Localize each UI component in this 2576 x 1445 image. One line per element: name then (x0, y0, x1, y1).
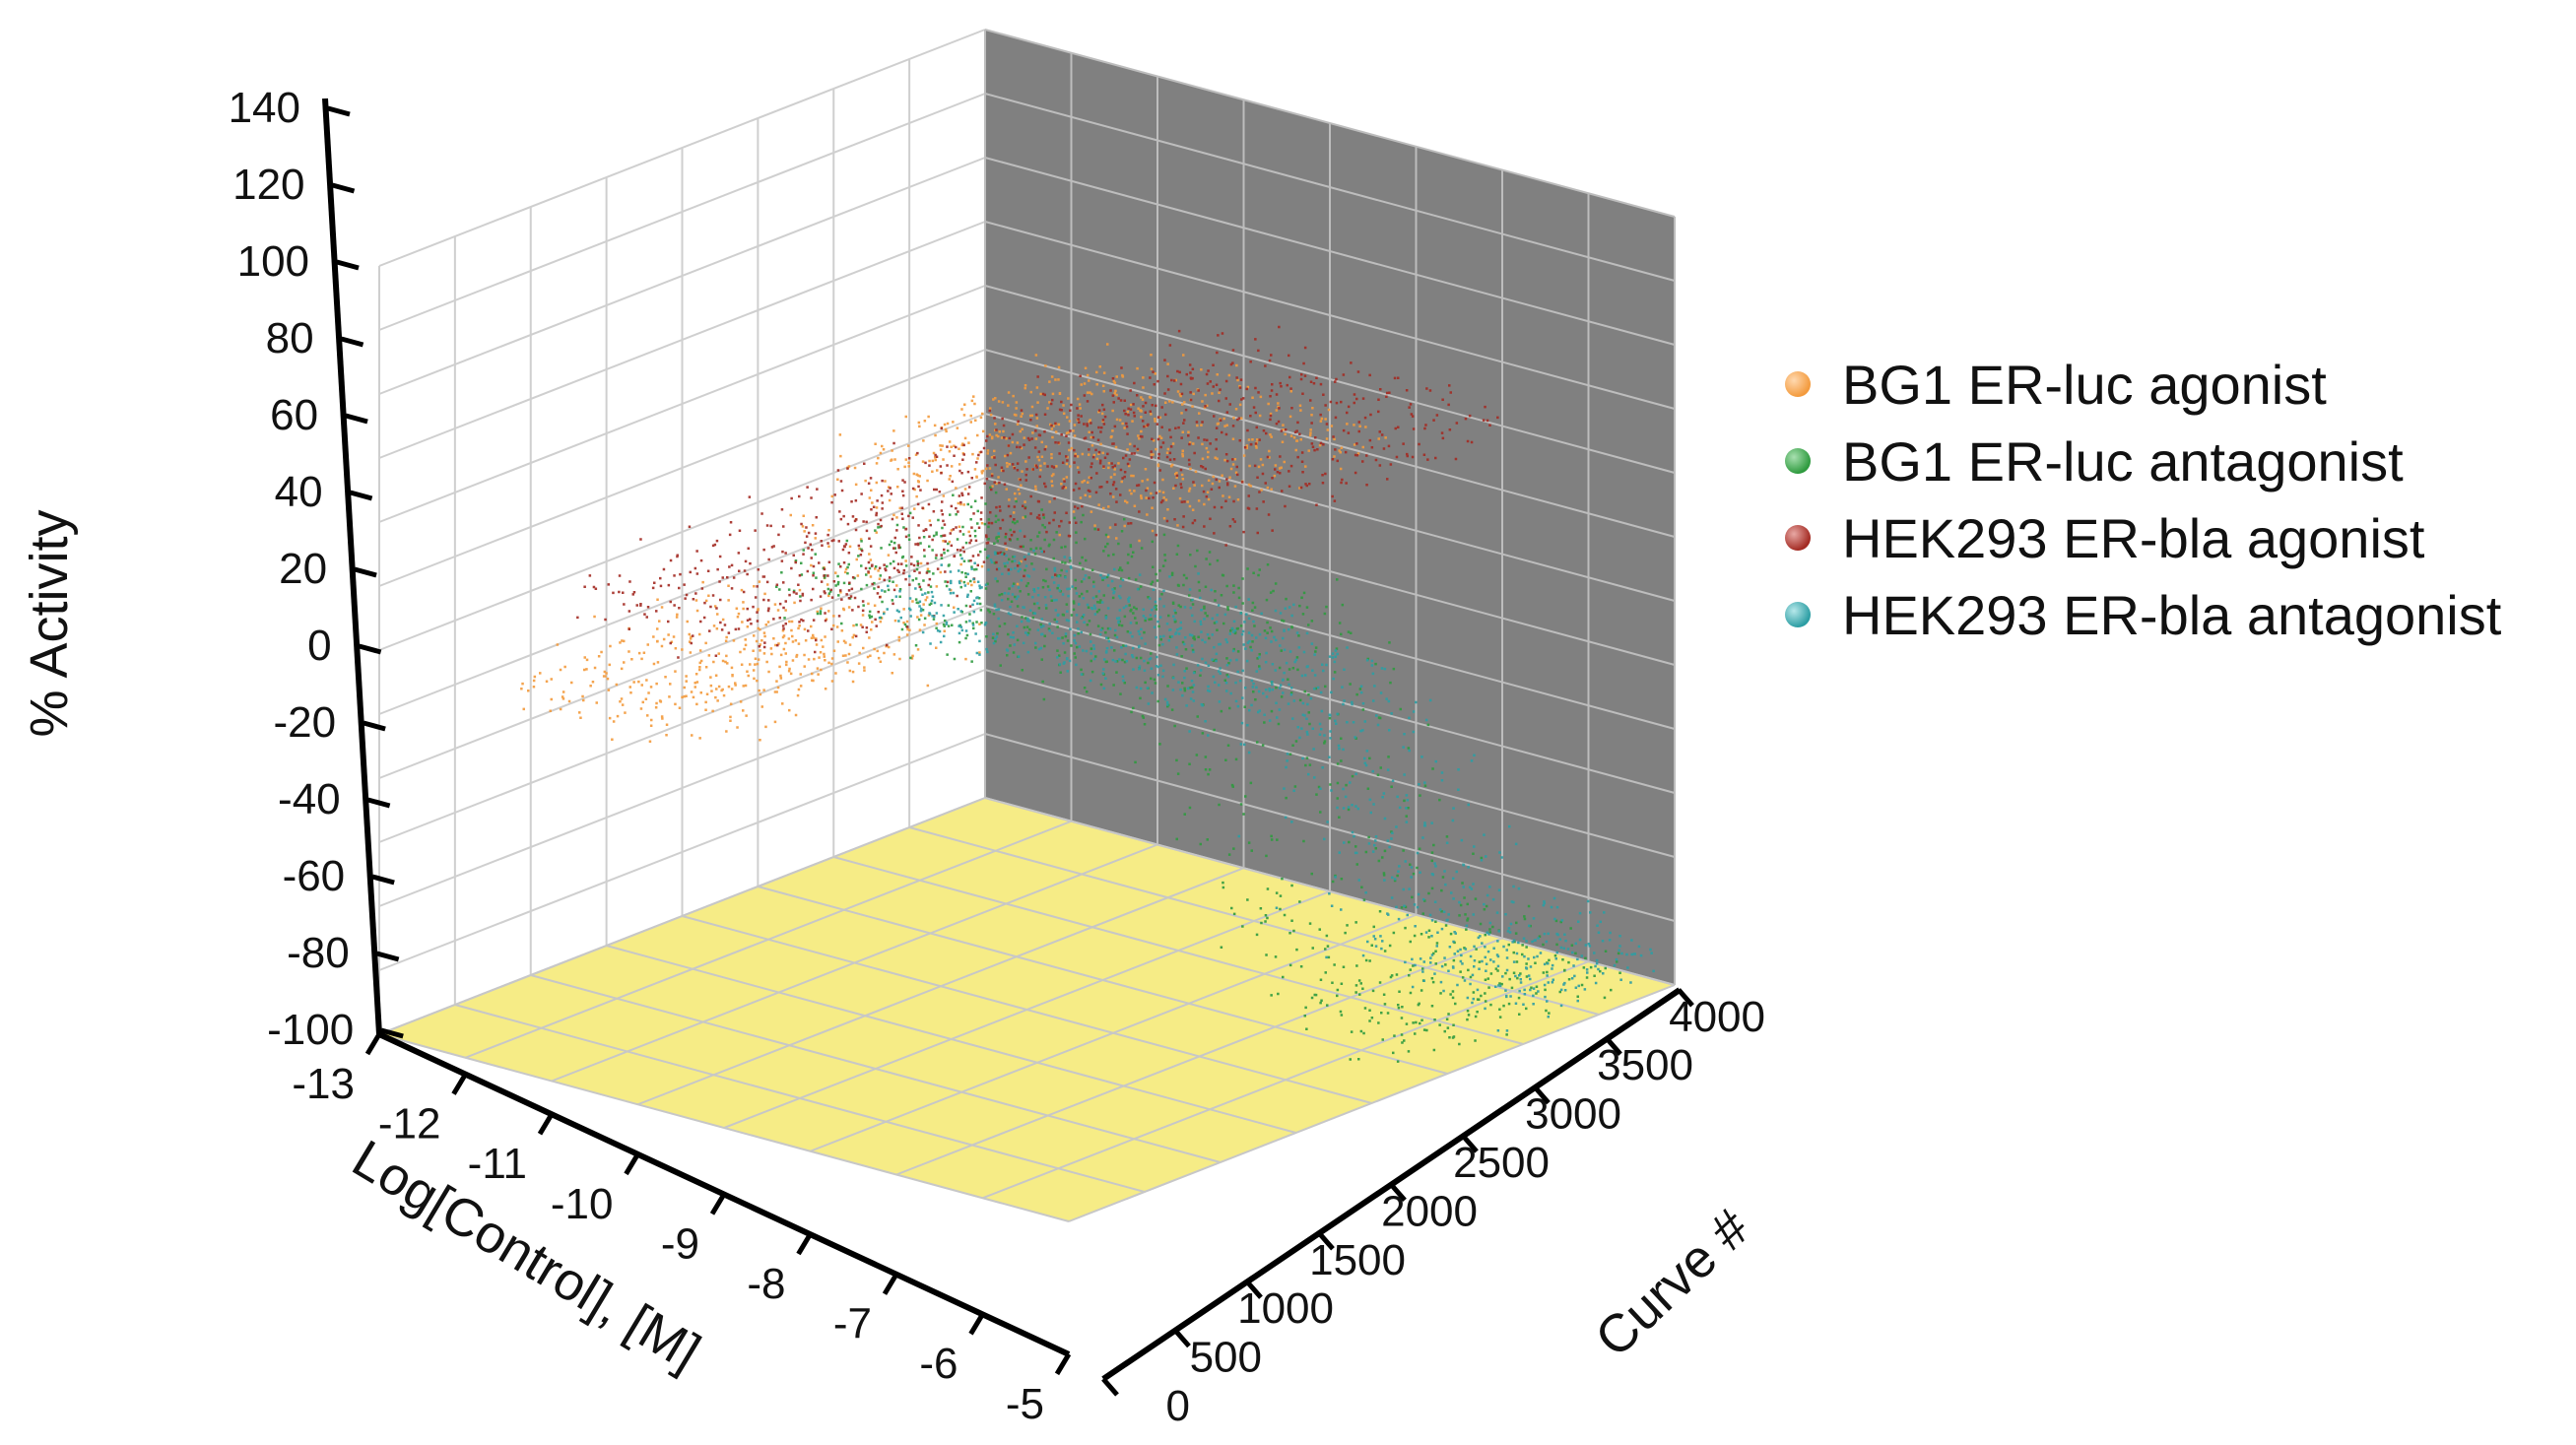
x-tick-mark (1054, 1352, 1072, 1376)
y-tick-mark (1461, 1134, 1479, 1153)
x-tick-label: -10 (551, 1180, 614, 1228)
x-tick-mark (537, 1112, 555, 1136)
z-tick-label: 20 (279, 545, 327, 593)
x-tick-label: -9 (661, 1219, 699, 1268)
gridline (378, 797, 986, 1035)
z-tick-label: 40 (275, 468, 323, 516)
z-tick-mark (336, 259, 360, 271)
x-tick-mark (451, 1073, 468, 1095)
x-tick-mark (364, 1032, 382, 1056)
gridline (982, 960, 1589, 1200)
gridline (895, 937, 1503, 1176)
legend-marker (1785, 525, 1811, 551)
x-tick-label: -7 (833, 1300, 872, 1348)
z-tick-mark (327, 105, 351, 117)
x-tick-label: -5 (1006, 1380, 1044, 1428)
y-tick-label: 3500 (1597, 1041, 1693, 1089)
z-tick-mark (340, 336, 364, 348)
x-tick-mark (882, 1273, 899, 1295)
gridline (465, 820, 1072, 1059)
gridline (551, 843, 1158, 1083)
legend-marker (1785, 602, 1811, 627)
z-tick-mark (366, 797, 391, 809)
z-tick-label: 0 (307, 622, 331, 670)
y-tick-mark (1677, 988, 1694, 1008)
legend-label: BG1 ER-luc antagonist (1842, 430, 2404, 493)
x-tick-mark (709, 1193, 727, 1215)
z-tick-label: -40 (278, 775, 341, 823)
y-tick-mark (1173, 1328, 1191, 1348)
z-tick-mark (345, 413, 368, 425)
legend-label: HEK293 ER-bla agonist (1842, 507, 2425, 569)
z-tick-label: -100 (267, 1006, 354, 1054)
z-axis-title: % Activity (20, 509, 79, 737)
x-tick-mark (624, 1152, 640, 1176)
z-tick-mark (358, 643, 382, 655)
y-tick-mark (1101, 1377, 1119, 1397)
gridline (723, 890, 1331, 1129)
y-tick-label: 3000 (1525, 1090, 1621, 1139)
y-tick-label: 2000 (1381, 1187, 1478, 1235)
z-tick-mark (380, 1027, 404, 1039)
y-tick-mark (1389, 1182, 1407, 1203)
y-tick-mark (1605, 1036, 1622, 1056)
y-tick-label: 0 (1166, 1382, 1190, 1430)
y-tick-mark (1245, 1280, 1263, 1299)
legend-label: HEK293 ER-bla antagonist (1842, 584, 2502, 646)
x-tick-label: -6 (919, 1340, 958, 1388)
z-tick-label: 120 (232, 161, 304, 209)
z-tick-label: -80 (287, 929, 350, 977)
z-tick-label: -20 (274, 698, 337, 747)
x-tick-label: -13 (292, 1060, 355, 1108)
gridline (810, 913, 1417, 1152)
chart-walls (379, 30, 1675, 1221)
chart-gridlines (378, 29, 1676, 1222)
x-tick-label: -11 (468, 1140, 527, 1188)
y-tick-label: 2500 (1453, 1139, 1550, 1187)
gridline (1068, 984, 1676, 1222)
y-tick-mark (1317, 1231, 1335, 1251)
y-tick-label: 1000 (1237, 1284, 1334, 1333)
z-tick-label: 60 (270, 391, 318, 439)
x-tick-label: -8 (747, 1260, 785, 1308)
z-tick-mark (363, 720, 386, 732)
y-tick-label: 4000 (1669, 993, 1765, 1041)
y-tick-label: 500 (1190, 1334, 1262, 1382)
chart-legend: BG1 ER-luc agonist BG1 ER-luc antagonist H… (1785, 354, 2502, 646)
z-tick-label: 100 (237, 237, 309, 286)
x-tick-label: -12 (378, 1100, 441, 1149)
x-tick-mark (968, 1312, 985, 1336)
series-points-0 (520, 343, 1387, 743)
z-axis-line (322, 98, 382, 1035)
z-tick-mark (371, 874, 395, 886)
z-tick-label: 140 (229, 84, 300, 132)
z-tick-label: 80 (266, 314, 314, 362)
z-tick-mark (331, 182, 356, 194)
chart-points (520, 325, 1655, 1063)
y-tick-mark (1533, 1084, 1551, 1105)
z-tick-mark (349, 490, 373, 501)
chart-tick-labels: 140120100806040200-20-40-60-80-100-13-12… (229, 84, 1765, 1430)
legend-marker (1785, 448, 1811, 474)
z-tick-mark (376, 951, 400, 962)
series-0 (520, 343, 1387, 743)
z-tick-mark (354, 566, 377, 578)
gridline (637, 867, 1244, 1106)
y-tick-label: 1500 (1309, 1236, 1406, 1284)
legend-marker (1785, 371, 1811, 397)
x-tick-mark (796, 1232, 813, 1256)
legend-label: BG1 ER-luc agonist (1842, 354, 2327, 416)
y-axis-title: Curve # (1584, 1198, 1760, 1368)
z-tick-label: -60 (283, 852, 346, 900)
